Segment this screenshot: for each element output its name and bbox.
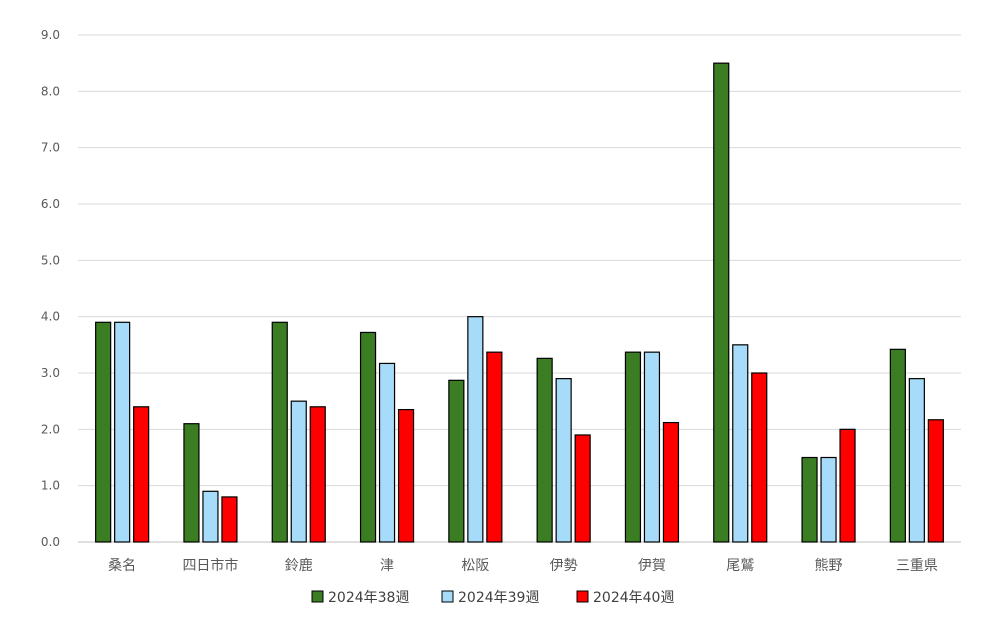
category-label: 鈴鹿 (285, 557, 313, 574)
category-label: 四日市市 (182, 557, 238, 574)
bar-2 (290, 400, 307, 543)
bar-3 (309, 406, 326, 543)
bar-2 (114, 321, 131, 543)
y-tick-label: 6.0 (41, 197, 60, 211)
category-label: 三重県 (896, 558, 938, 574)
bars (95, 62, 944, 543)
bar-1 (271, 321, 288, 543)
gridlines (78, 34, 961, 543)
bar-2 (643, 351, 661, 543)
legend-swatch (576, 590, 589, 603)
category-label: 尾鷲 (726, 558, 754, 574)
bar-1 (536, 357, 553, 543)
bar-2 (908, 378, 925, 543)
bar-3 (486, 351, 503, 543)
bar-2 (467, 316, 484, 543)
bar-3 (221, 496, 238, 543)
bar-1 (801, 456, 818, 543)
bar-2 (732, 344, 749, 543)
legend: 2024年38週 2024年39週 2024年40週 (311, 590, 674, 606)
category-label: 津 (380, 558, 394, 574)
y-tick-label: 3.0 (41, 366, 60, 380)
bar-3 (927, 419, 944, 543)
bar-3 (839, 428, 856, 543)
y-tick-label: 2.0 (41, 422, 60, 436)
legend-label: 2024年40週 (593, 590, 674, 606)
bar-2 (202, 490, 219, 543)
category-label: 桑名 (108, 558, 136, 574)
bar-2 (820, 456, 837, 543)
bar-1 (183, 423, 200, 543)
y-tick-label: 8.0 (41, 84, 60, 98)
bar-1 (889, 348, 906, 543)
bar-3 (574, 434, 591, 543)
bar-1 (624, 351, 642, 543)
legend-label: 2024年38週 (328, 590, 409, 606)
y-tick-label: 5.0 (41, 253, 60, 267)
y-tick-label: 7.0 (41, 141, 60, 155)
legend-label: 2024年39週 (458, 590, 539, 606)
bar-1 (448, 379, 465, 543)
y-tick-label: 9.0 (41, 28, 60, 42)
legend-swatch (311, 590, 324, 603)
y-tick-label: 0.0 (41, 535, 60, 549)
bar-2 (378, 362, 396, 543)
category-label: 伊賀 (638, 558, 666, 574)
bar-3 (397, 409, 415, 543)
bar-3 (133, 406, 150, 543)
legend-swatch (441, 590, 454, 603)
bar-2 (555, 378, 572, 543)
y-tick-label: 1.0 (41, 479, 60, 493)
bar-1 (359, 331, 377, 543)
y-axis-ticks: 0.0 1.0 2.0 3.0 4.0 5.0 6.0 7.0 8.0 9.0 (41, 28, 60, 549)
category-label: 熊野 (815, 558, 843, 574)
x-axis-categories: 桑名 四日市市 鈴鹿 津 松阪 伊勢 伊賀 尾鷲 熊野 三重県 (108, 557, 938, 574)
category-label: 伊勢 (550, 558, 578, 574)
category-label: 松阪 (461, 558, 489, 574)
bar-1 (95, 321, 112, 543)
y-tick-label: 4.0 (41, 310, 60, 324)
bar-3 (751, 372, 768, 543)
bar-1 (713, 62, 730, 543)
bar-3 (662, 421, 680, 543)
